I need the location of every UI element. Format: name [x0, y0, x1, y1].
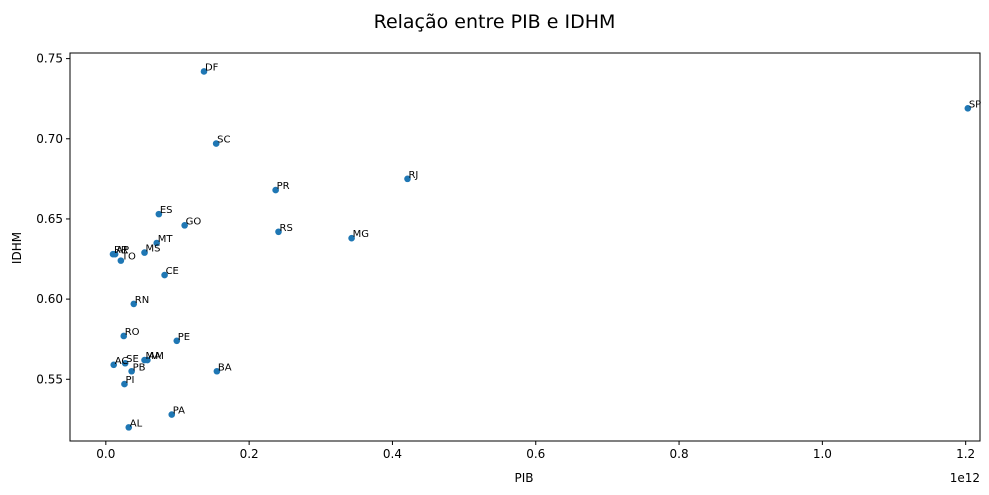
- y-tick-label: 0.75: [36, 52, 63, 66]
- point-label-sc: SC: [217, 135, 230, 146]
- data-point-mt: [153, 239, 161, 247]
- x-tick-label: 0.6: [526, 447, 545, 461]
- y-tick-label: 0.55: [36, 372, 63, 386]
- data-point-rs: [275, 228, 282, 236]
- data-point-ms: [141, 249, 148, 256]
- data-point-ce: [161, 271, 168, 279]
- point-label-es: ES: [160, 205, 173, 216]
- data-point-ro: [120, 332, 128, 340]
- y-axis-label: IDHM: [10, 232, 24, 264]
- point-label-se: SE: [126, 354, 139, 365]
- data-point-ma: [141, 356, 148, 364]
- point-label-mg: MG: [353, 229, 369, 240]
- x-tick-label: 0.4: [383, 447, 402, 461]
- x-tick-label: 0.2: [240, 447, 259, 461]
- data-point-sp: [964, 105, 972, 112]
- data-point-al: [125, 424, 133, 431]
- data-point-mg: [348, 234, 355, 242]
- point-label-go: GO: [186, 216, 202, 227]
- point-label-pe: PE: [178, 332, 190, 343]
- data-point-rn: [130, 300, 138, 308]
- x-tick-label: 0.0: [96, 447, 115, 461]
- data-point-to: [117, 257, 125, 264]
- point-label-pb: PB: [133, 362, 146, 373]
- point-label-ba: BA: [218, 362, 232, 373]
- data-point-sc: [212, 140, 220, 147]
- x-axis-offset-text: 1e12: [950, 471, 980, 485]
- point-label-pa: PA: [173, 406, 185, 417]
- y-tick-label: 0.70: [36, 132, 63, 146]
- data-point-rr: [109, 250, 117, 258]
- point-label-sp: SP: [969, 99, 981, 110]
- point-label-rr: RR: [114, 245, 128, 256]
- x-tick-label: 1.2: [956, 447, 975, 461]
- point-label-am: AM: [148, 351, 163, 362]
- data-point-pi: [121, 380, 128, 388]
- x-tick-label: 1.0: [813, 447, 832, 461]
- data-point-pa: [168, 411, 176, 418]
- data-point-ac: [110, 361, 118, 369]
- point-label-df: DF: [205, 62, 219, 73]
- point-label-ac: AC: [115, 356, 129, 367]
- x-tick-label: 0.8: [670, 447, 689, 461]
- data-point-es: [155, 210, 163, 218]
- chart-title: Relação entre PIB e IDHM: [374, 11, 616, 33]
- plot-frame: [69, 52, 981, 442]
- point-label-ms: MS: [146, 244, 161, 255]
- point-label-pi: PI: [125, 375, 134, 386]
- point-label-ap: AP: [116, 245, 129, 256]
- data-point-se: [121, 359, 129, 367]
- point-label-pr: PR: [277, 181, 290, 192]
- point-label-to: TO: [121, 252, 136, 263]
- data-point-rj: [404, 175, 411, 183]
- point-label-al: AL: [130, 418, 143, 429]
- plot-area: 0.0 0.2 0.4 0.6 0.8 1.0 1.2 0.55 0.60 0.65 0.70 0.7…: [36, 52, 981, 461]
- data-point-pe: [173, 337, 181, 345]
- y-tick-label: 0.60: [36, 292, 63, 306]
- point-label-rn: RN: [135, 295, 149, 306]
- point-label-rs: RS: [280, 223, 293, 234]
- point-label-mt: MT: [158, 234, 174, 245]
- data-point-pb: [128, 367, 135, 375]
- point-label-ce: CE: [166, 266, 179, 277]
- data-point-pr: [272, 186, 279, 194]
- point-label-ro: RO: [125, 327, 140, 338]
- y-tick-label: 0.65: [36, 212, 63, 226]
- data-point-df: [200, 68, 208, 75]
- point-label-rj: RJ: [408, 170, 418, 181]
- data-point-go: [181, 222, 188, 229]
- data-point-ba: [213, 367, 221, 375]
- x-axis-label: PIB: [514, 471, 533, 485]
- point-label-ma: MA: [146, 351, 162, 362]
